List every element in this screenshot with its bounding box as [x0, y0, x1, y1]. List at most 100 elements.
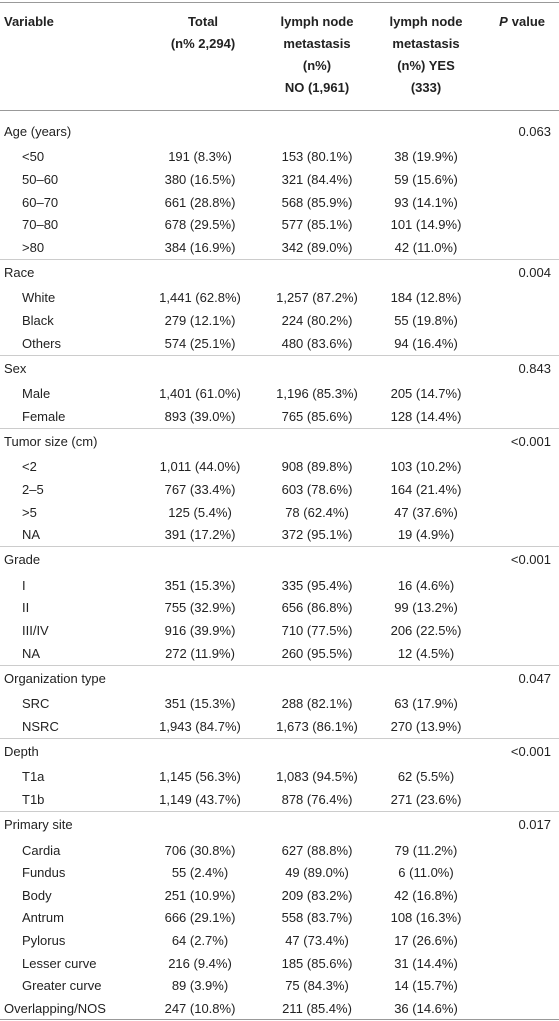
group-label: Grade	[4, 552, 41, 568]
cell: 55 (19.8%)	[394, 312, 458, 328]
cell: 31 (14.4%)	[394, 955, 458, 971]
row-label: III/IV	[22, 622, 49, 638]
group-label: Organization type	[4, 670, 106, 686]
cell: 49 (89.0%)	[285, 865, 349, 881]
row-label: Cardia	[22, 842, 61, 858]
cell: 878 (76.4%)	[281, 791, 353, 807]
cell: 574 (25.1%)	[164, 335, 236, 351]
cell: 916 (39.9%)	[164, 622, 236, 638]
group-label: Tumor size (cm)	[4, 434, 98, 449]
cell: 1,257 (87.2%)	[276, 290, 358, 306]
cell: 480 (83.6%)	[281, 335, 353, 351]
cell: 191 (8.3%)	[168, 149, 232, 165]
cell: 372 (95.1%)	[281, 527, 353, 543]
row-label: SRC	[22, 696, 50, 712]
cell: 64 (2.7%)	[171, 932, 229, 948]
row-label: 50–60	[22, 171, 59, 187]
p-value: 0.843	[518, 360, 551, 376]
column-header: NO (1,961)	[284, 80, 350, 95]
cell: 79 (11.2%)	[394, 842, 458, 858]
cell: 47 (37.6%)	[394, 504, 458, 520]
cell: 153 (80.1%)	[281, 149, 353, 165]
cell: 251 (10.9%)	[164, 887, 236, 903]
row-label: Lesser curve	[22, 955, 97, 971]
cell: 16 (4.6%)	[397, 577, 455, 593]
cell: 38 (19.9%)	[394, 149, 458, 165]
cell: 342 (89.0%)	[281, 239, 353, 255]
cell: 558 (83.7%)	[281, 910, 353, 926]
cell: 272 (11.9%)	[165, 645, 235, 661]
cell: 321 (84.4%)	[281, 171, 353, 187]
row-label: Pylorus	[22, 932, 66, 948]
rule	[0, 738, 559, 739]
row-label: Body	[22, 887, 52, 903]
row-label: NSRC	[22, 718, 59, 734]
cell: 706 (30.8%)	[164, 842, 236, 858]
cell: 6 (11.0%)	[398, 865, 454, 881]
group-label: Primary site	[4, 817, 73, 833]
column-header: (333)	[410, 80, 442, 95]
cell: 603 (78.6%)	[281, 481, 353, 497]
p-value: <0.001	[510, 744, 551, 759]
cell: 1,145 (56.3%)	[159, 769, 241, 785]
cell: 12 (4.5%)	[397, 645, 455, 661]
rule	[0, 259, 559, 260]
cell: 216 (9.4%)	[168, 955, 232, 971]
cell: 755 (32.9%)	[164, 600, 236, 616]
cell: 1,149 (43.7%)	[159, 791, 241, 807]
cell: 1,441 (62.8%)	[159, 290, 241, 306]
group-label: Sex	[4, 360, 27, 376]
cell: 93 (14.1%)	[394, 194, 458, 210]
row-label: 70–80	[22, 217, 59, 233]
cell: 1,011 (44.0%)	[159, 459, 241, 475]
cell: 270 (13.9%)	[390, 718, 462, 734]
cell: 59 (15.6%)	[394, 171, 458, 187]
cell: 185 (85.6%)	[281, 955, 353, 971]
rule	[0, 354, 559, 356]
cell: 391 (17.2%)	[164, 527, 236, 543]
cell: 1,083 (94.5%)	[276, 769, 358, 785]
cell: 36 (14.6%)	[394, 1000, 458, 1016]
row-label: Antrum	[22, 910, 64, 926]
row-label: Overlapping/NOS	[4, 1000, 106, 1016]
rule	[0, 110, 559, 111]
cell: 710 (77.5%)	[281, 622, 353, 638]
row-label: <2	[22, 459, 37, 475]
cell: 271 (23.6%)	[390, 791, 462, 807]
cell: 666 (29.1%)	[164, 910, 236, 926]
rule	[0, 811, 559, 813]
cell: 1,673 (86.1%)	[276, 718, 358, 734]
row-label: >5	[22, 504, 37, 520]
row-label: NA	[22, 645, 41, 661]
cell: 224 (80.2%)	[281, 312, 353, 328]
row-label: 60–70	[22, 194, 59, 210]
p-value: 0.017	[518, 817, 551, 833]
p-value: 0.063	[518, 124, 551, 139]
italic-label: P	[499, 14, 508, 29]
row-label: Female	[22, 408, 66, 424]
cell: 661 (28.8%)	[164, 194, 236, 210]
cell: 14 (15.7%)	[394, 978, 458, 994]
cell: 209 (83.2%)	[281, 887, 353, 903]
row-label: I	[22, 577, 26, 593]
cell: 42 (16.8%)	[394, 887, 458, 903]
cell: 63 (17.9%)	[394, 696, 458, 712]
column-header: metastasis	[392, 36, 460, 51]
row-label: Black	[22, 312, 54, 328]
cell: 55 (2.4%)	[171, 865, 229, 881]
cell: 247 (10.8%)	[164, 1000, 236, 1016]
row-label: Others	[22, 335, 62, 351]
cell: 206 (22.5%)	[390, 622, 462, 638]
p-value: <0.001	[510, 552, 551, 568]
row-label: Fundus	[22, 865, 66, 881]
cell: 335 (95.4%)	[281, 577, 353, 593]
cell: 42 (11.0%)	[394, 239, 458, 255]
column-header: lymph node	[280, 14, 354, 29]
column-header: metastasis	[283, 36, 351, 51]
cell: 99 (13.2%)	[394, 600, 458, 616]
cell: 205 (14.7%)	[390, 386, 462, 402]
cell: 101 (14.9%)	[390, 217, 462, 233]
cell: 125 (5.4%)	[168, 504, 232, 520]
